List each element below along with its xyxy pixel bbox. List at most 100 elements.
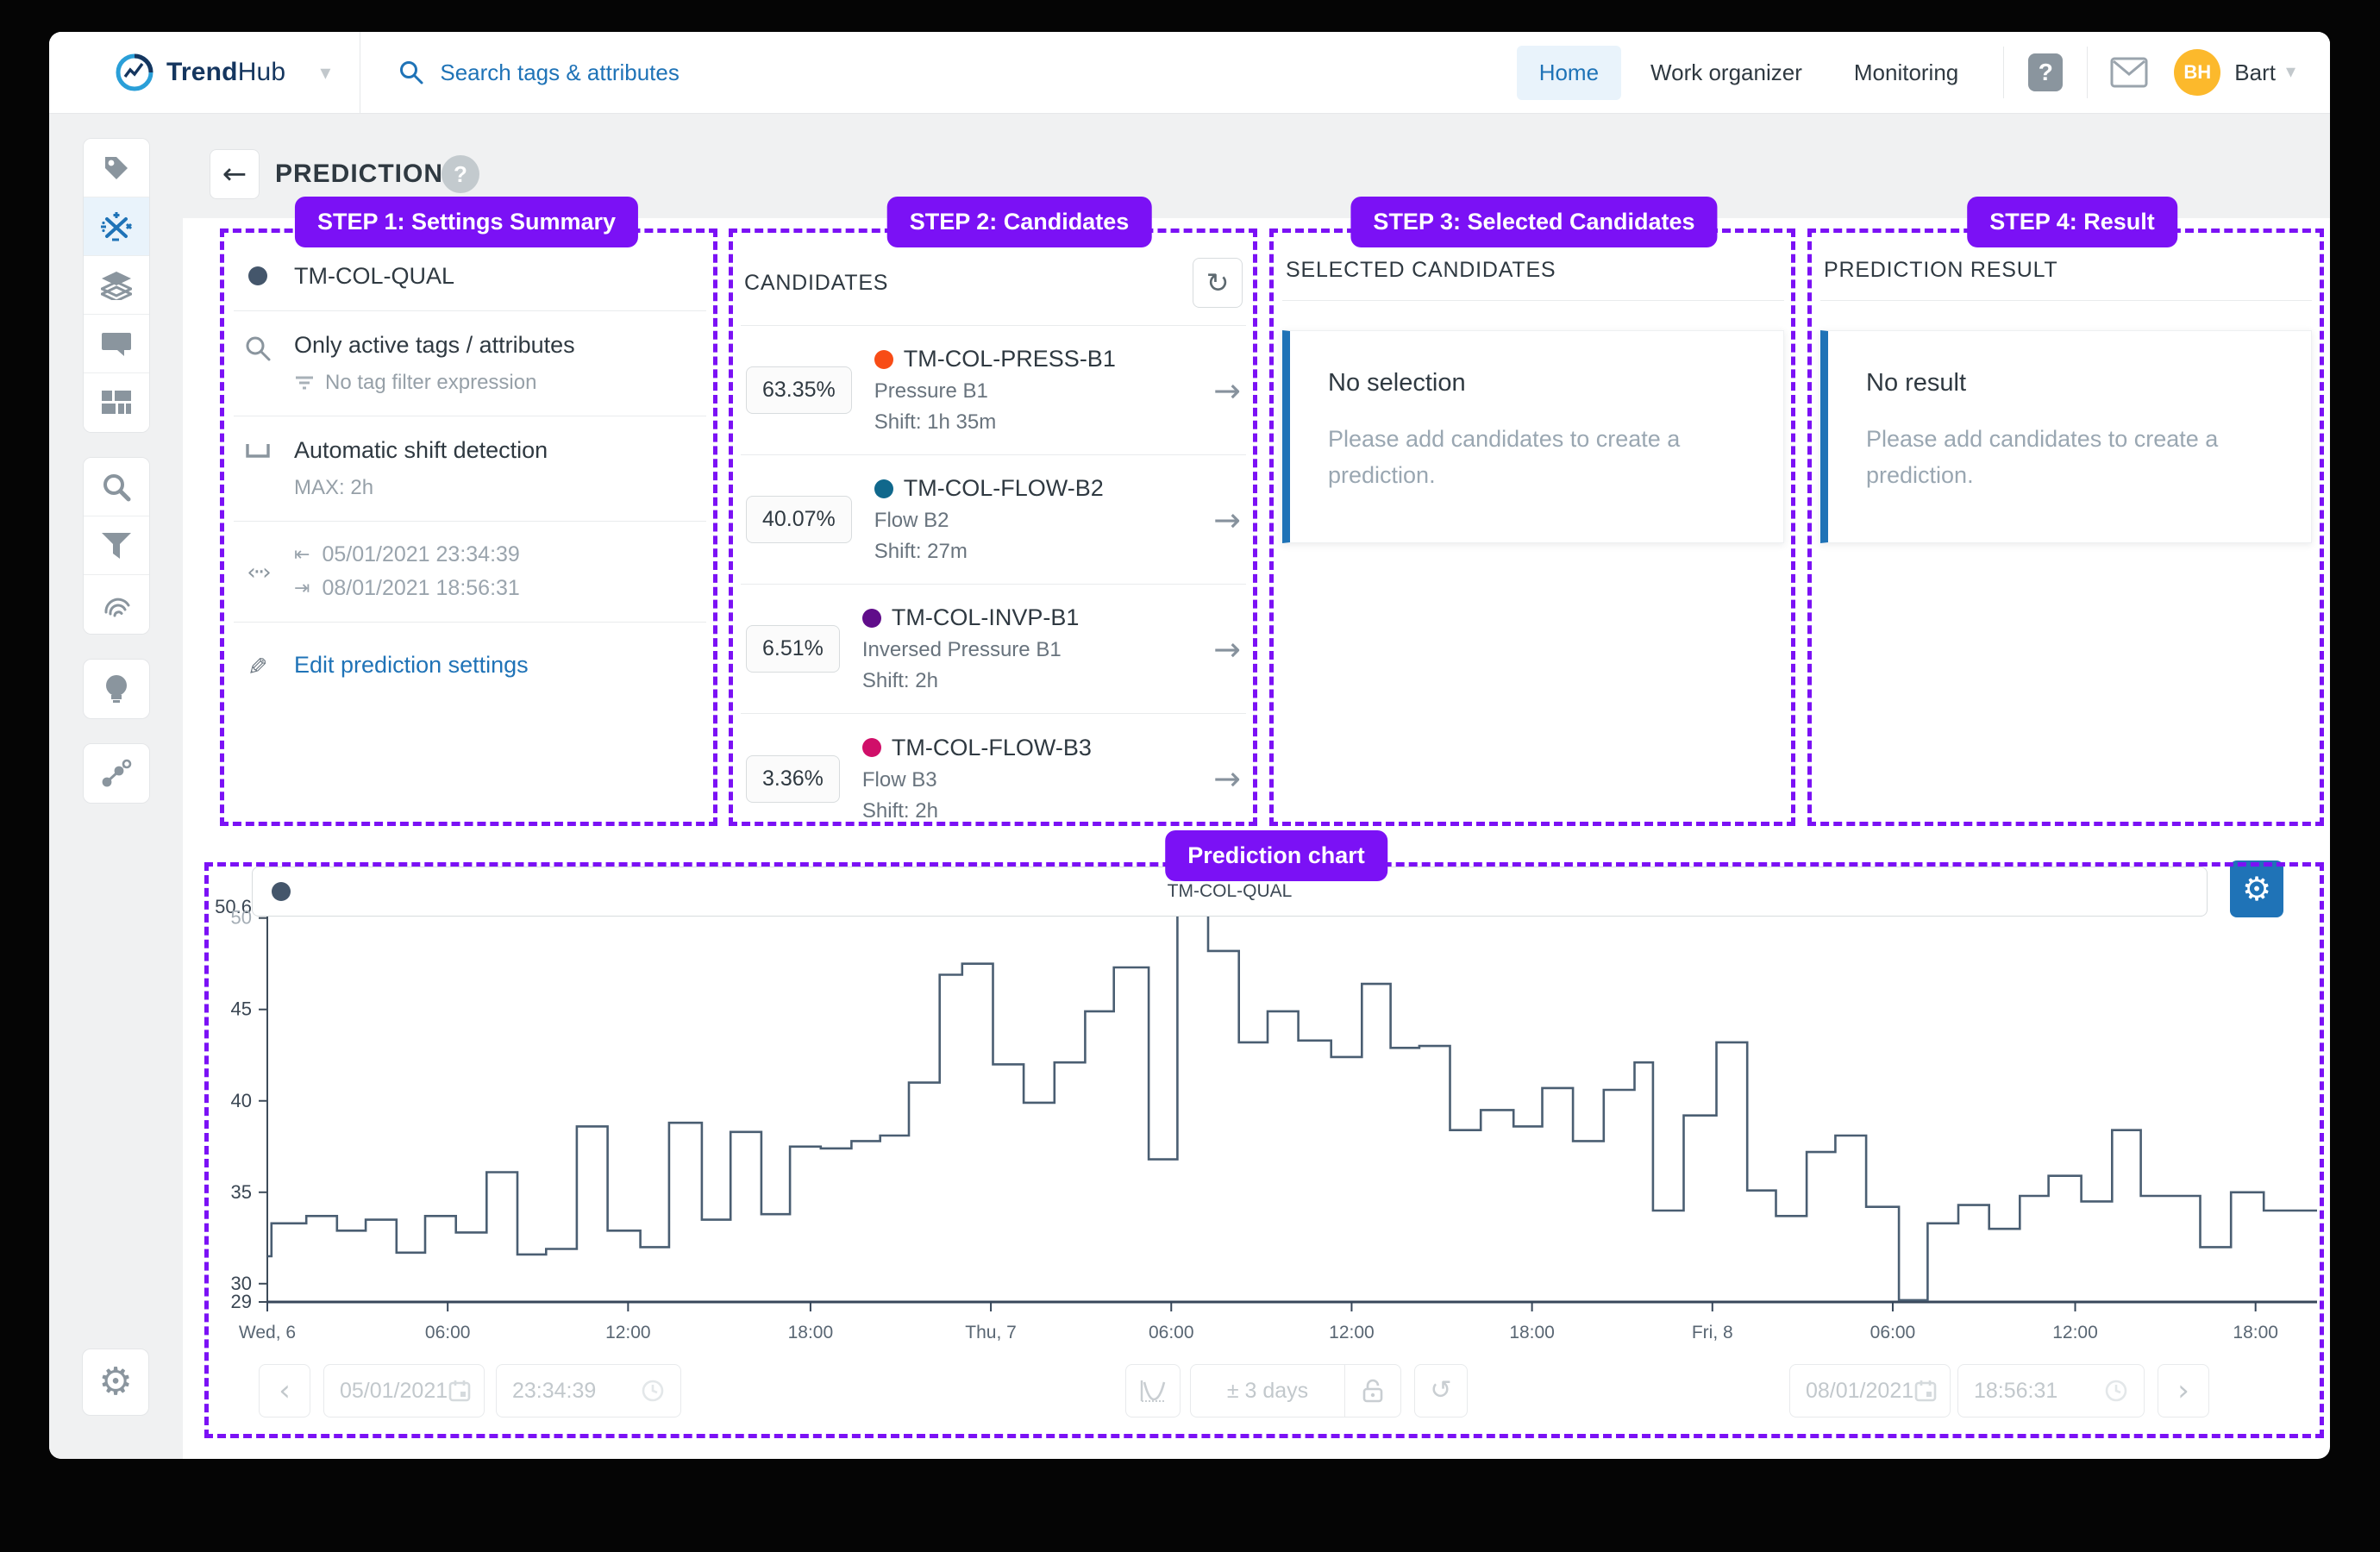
fingerprint-icon xyxy=(103,598,129,617)
candidate-shift: Shift: 2h xyxy=(861,669,938,692)
no-selection-title: No selection xyxy=(1328,369,1466,397)
range-window-button[interactable]: ± 3 days xyxy=(1226,1378,1309,1403)
node-graph-icon xyxy=(102,759,131,787)
app-window: TrendHub ▾ Search tags & attributes Home… xyxy=(49,32,2330,1459)
sidebar-item-search[interactable] xyxy=(83,458,149,516)
add-candidate-arrow-icon[interactable]: → xyxy=(1213,629,1241,668)
add-candidate-arrow-icon[interactable]: → xyxy=(1213,371,1241,410)
candidate-shift: Shift: 1h 35m xyxy=(874,410,997,434)
tab-work-organizer[interactable]: Work organizer xyxy=(1650,59,1802,85)
sidebar-item-tags[interactable] xyxy=(83,139,149,197)
svg-text:Thu, 7: Thu, 7 xyxy=(965,1323,1017,1342)
chevron-left-icon: ‹ xyxy=(279,1374,291,1408)
candidate-shift: Shift: 27m xyxy=(874,540,968,563)
sidebar-item-filter[interactable] xyxy=(83,516,149,575)
pan-right-button[interactable]: › xyxy=(2158,1364,2209,1417)
sidebar-settings-button[interactable]: ⚙ xyxy=(82,1349,149,1416)
svg-text:12:00: 12:00 xyxy=(605,1323,651,1342)
add-candidate-arrow-icon[interactable]: → xyxy=(1213,760,1241,798)
end-date-field[interactable]: 08/01/2021 xyxy=(1789,1364,1951,1417)
annotation-label-step2: STEP 2: Candidates xyxy=(886,197,1152,247)
filter-lines-icon xyxy=(296,376,313,390)
page-help-icon[interactable]: ? xyxy=(442,155,479,193)
svg-text:40: 40 xyxy=(231,1090,252,1111)
svg-text:06:00: 06:00 xyxy=(1870,1323,1916,1342)
candidate-score-badge: 63.35% xyxy=(746,366,852,414)
chart-settings-button[interactable]: ⚙ xyxy=(2230,860,2283,917)
edit-prediction-settings-link[interactable]: Edit prediction settings xyxy=(294,652,529,678)
summary-tag-row: TM-COL-QUAL xyxy=(234,242,706,311)
svg-text:Fri, 8: Fri, 8 xyxy=(1692,1323,1733,1342)
sidebar-item-comments[interactable] xyxy=(83,315,149,373)
candidate-shift: Shift: 2h xyxy=(861,798,938,823)
candidate-score-badge: 3.36% xyxy=(746,754,840,803)
help-button[interactable]: ? xyxy=(2026,52,2064,93)
summary-range-row: ‹··› ⇤ 05/01/2021 23:34:39 ⇥ 08/01/2021 … xyxy=(234,522,706,623)
candidate-row[interactable]: 3.36% TM-COL-FLOW-B3 Flow B3 Shift: 2h → xyxy=(741,714,1246,843)
start-date-value: 05/01/2021 xyxy=(340,1378,448,1403)
candidate-row[interactable]: 63.35% TM-COL-PRESS-B1 Pressure B1 Shift… xyxy=(741,326,1246,455)
annotation-label-step4: STEP 4: Result xyxy=(1967,197,2177,247)
tag-color-dot xyxy=(248,266,267,285)
candidates-header: CANDIDATES ↻ xyxy=(741,249,1246,326)
sidebar-item-dashboards[interactable] xyxy=(83,373,149,432)
tab-home[interactable]: Home xyxy=(1516,45,1622,100)
summary-shift-title: Automatic shift detection xyxy=(294,437,548,463)
user-name[interactable]: Bart xyxy=(2234,59,2276,85)
avatar[interactable]: BH xyxy=(2174,49,2221,96)
start-time-field[interactable]: 23:34:39 xyxy=(496,1364,681,1417)
refresh-candidates-button[interactable]: ↻ xyxy=(1193,258,1243,308)
no-result-text: Please add candidates to create a predic… xyxy=(1866,426,2219,488)
brand-logo[interactable]: TrendHub ▾ xyxy=(49,53,330,92)
search-icon xyxy=(400,61,423,84)
lock-range-button[interactable] xyxy=(1345,1378,1400,1404)
sidebar-item-context[interactable] xyxy=(83,744,149,803)
candidate-name: TM-COL-FLOW-B3 xyxy=(891,734,1092,760)
candidate-color-dot xyxy=(874,349,893,369)
candidate-description: Pressure B1 xyxy=(874,379,988,403)
layers-icon xyxy=(100,271,132,300)
end-time-value: 18:56:31 xyxy=(1974,1378,2058,1403)
candidate-row[interactable]: 40.07% TM-COL-FLOW-B2 Flow B2 Shift: 27m… xyxy=(741,455,1246,585)
annotation-label-chart: Prediction chart xyxy=(1165,830,1387,881)
top-navbar: TrendHub ▾ Search tags & attributes Home… xyxy=(49,32,2330,114)
range-end-line: ⇥ 08/01/2021 18:56:31 xyxy=(294,576,520,601)
global-search[interactable]: Search tags & attributes xyxy=(360,59,1509,86)
sidebar-item-layers[interactable] xyxy=(83,256,149,315)
history-button[interactable]: ↺ xyxy=(1414,1364,1468,1417)
sidebar-item-fingerprint[interactable] xyxy=(83,575,149,634)
candidates-title: CANDIDATES xyxy=(744,270,889,295)
compare-curve-button[interactable] xyxy=(1125,1364,1181,1417)
pan-left-button[interactable]: ‹ xyxy=(259,1364,310,1417)
summary-shift-sub: MAX: 2h xyxy=(294,476,374,499)
pencil-icon: ✎ xyxy=(247,653,268,681)
candidate-color-dot xyxy=(861,738,881,757)
candidate-score-badge: 6.51% xyxy=(746,625,840,673)
back-button[interactable]: ← xyxy=(210,149,260,199)
no-selection-text: Please add candidates to create a predic… xyxy=(1328,426,1681,488)
end-time-field[interactable]: 18:56:31 xyxy=(1957,1364,2145,1417)
range-group: ± 3 days xyxy=(1190,1364,1401,1417)
start-date-field[interactable]: 05/01/2021 xyxy=(323,1364,485,1417)
summary-filter-sub: No tag filter expression xyxy=(294,371,575,395)
no-result-card: No result Please add candidates to creat… xyxy=(1820,330,2312,543)
add-candidate-arrow-icon[interactable]: → xyxy=(1213,500,1241,539)
selected-candidates-title: SELECTED CANDIDATES xyxy=(1286,258,1556,282)
page-title: PREDICTION xyxy=(275,160,444,188)
candidates-panel: CANDIDATES ↻ 63.35% TM-COL-PRESS-B1 Pres… xyxy=(741,249,1246,843)
navbar-right: Home Work organizer Monitoring ? BH Bart… xyxy=(1510,45,2330,100)
sidebar-item-prediction[interactable] xyxy=(83,197,149,256)
user-menu-caret-icon[interactable]: ▾ xyxy=(2285,61,2295,83)
sidebar-item-recommendations[interactable] xyxy=(83,660,149,718)
curve-icon xyxy=(1140,1380,1166,1402)
brand-caret-icon[interactable]: ▾ xyxy=(320,60,331,84)
mail-icon[interactable] xyxy=(2110,57,2148,88)
chevron-right-icon: › xyxy=(2177,1374,2189,1408)
settings-summary-panel: TM-COL-QUAL Only active tags / attribute… xyxy=(234,242,706,700)
candidate-description: Flow B2 xyxy=(874,509,949,532)
tab-monitoring[interactable]: Monitoring xyxy=(1853,59,1959,85)
annotation-label-step1: STEP 1: Settings Summary xyxy=(294,197,639,247)
candidate-row[interactable]: 6.51% TM-COL-INVP-B1 Inversed Pressure B… xyxy=(741,585,1246,714)
start-time-value: 23:34:39 xyxy=(512,1378,597,1403)
